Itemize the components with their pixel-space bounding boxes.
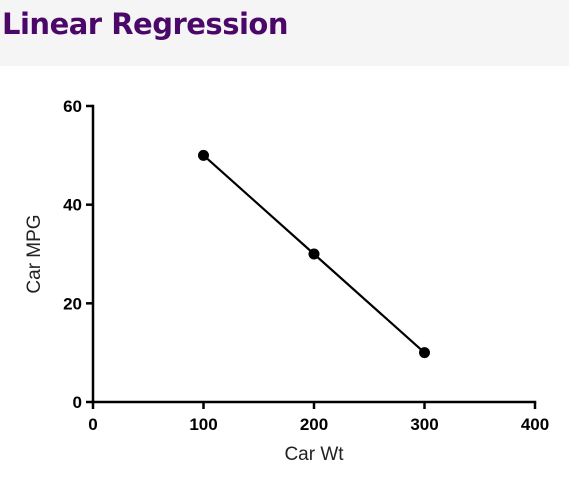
data-point bbox=[198, 149, 209, 161]
x-tick-label: 300 bbox=[410, 415, 438, 434]
page-title: Linear Regression bbox=[2, 7, 288, 41]
y-tick-label: 20 bbox=[63, 294, 82, 313]
data-point bbox=[308, 248, 320, 260]
y-tick-label: 0 bbox=[73, 393, 82, 412]
scatter-chart: 0 100 200 300 400 0 20 40 60 Car Wt Car MPG bbox=[24, 97, 549, 465]
x-tick-label: 200 bbox=[300, 415, 328, 434]
x-axis-title: Car Wt bbox=[284, 444, 344, 465]
y-tick-label: 60 bbox=[63, 97, 82, 116]
chart-axes: 0 100 200 300 400 0 20 40 60 bbox=[63, 97, 549, 434]
y-tick-label: 40 bbox=[63, 196, 82, 215]
x-tick-label: 400 bbox=[521, 415, 549, 434]
x-tick-label: 0 bbox=[88, 415, 97, 434]
x-axis-ticks: 0 100 200 300 400 bbox=[88, 402, 549, 434]
y-axis-ticks: 0 20 40 60 bbox=[63, 97, 93, 412]
y-axis-title: Car MPG bbox=[24, 214, 45, 293]
data-point bbox=[419, 347, 430, 359]
header-bar: Linear Regression bbox=[0, 0, 569, 66]
x-tick-label: 100 bbox=[189, 415, 217, 434]
data-points bbox=[198, 149, 430, 359]
